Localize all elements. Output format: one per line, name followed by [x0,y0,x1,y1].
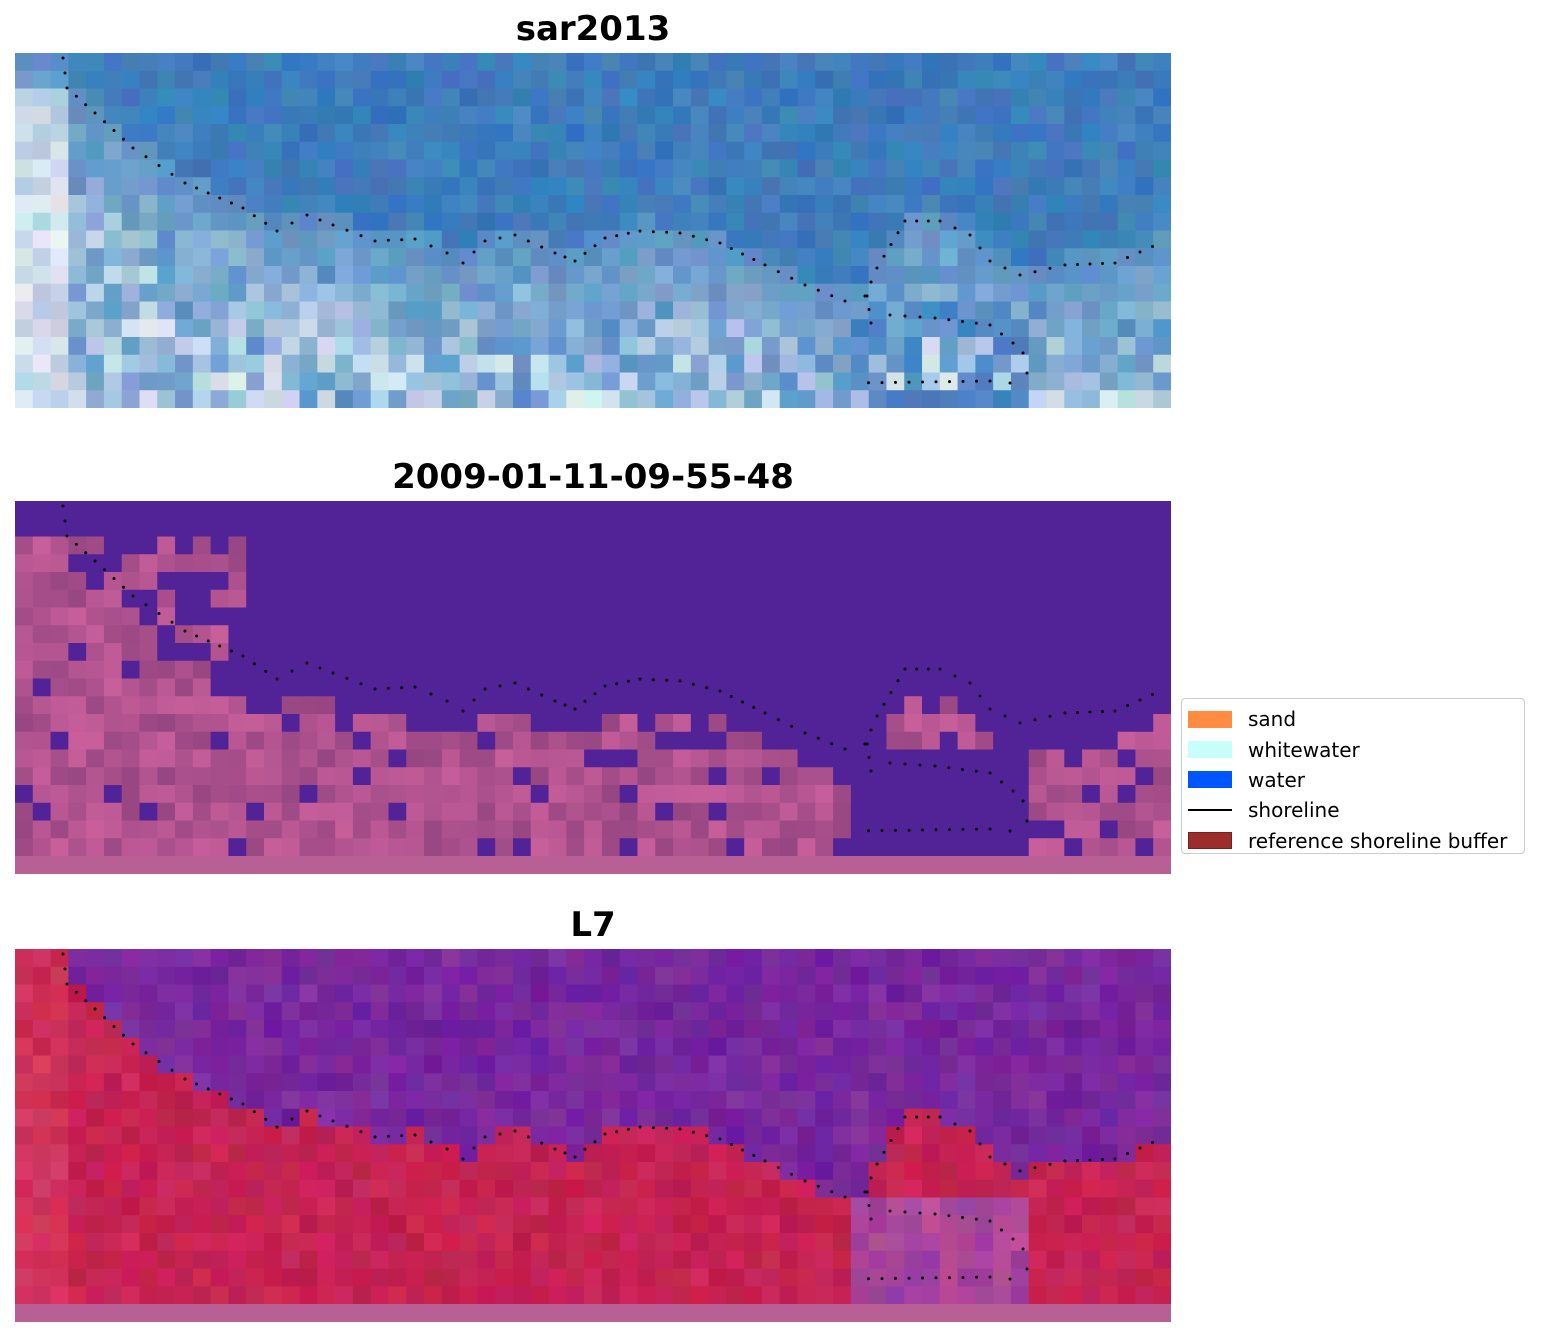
legend-label-water: water [1248,767,1305,792]
legend-swatch-whitewater [1188,741,1232,759]
classification-image [15,501,1171,874]
legend: sand whitewater water shoreline referenc… [1181,698,1525,854]
legend-item-shoreline: shoreline [1182,795,1524,825]
legend-item-whitewater: whitewater [1182,734,1524,764]
legend-item-reference-buffer: reference shoreline buffer [1182,826,1524,856]
panel-title-sar: sar2013 [515,9,671,49]
legend-item-water: water [1182,765,1524,795]
legend-label-whitewater: whitewater [1248,737,1360,762]
legend-item-sand: sand [1182,704,1524,734]
legend-swatch-water [1188,771,1232,789]
panel-title-l7: L7 [570,905,616,945]
l7-image [15,949,1171,1322]
sar-image [15,53,1171,408]
legend-label-reference-buffer: reference shoreline buffer [1248,828,1508,853]
legend-line-shoreline [1188,809,1232,812]
legend-swatch-reference-buffer [1188,832,1232,850]
legend-label-sand: sand [1248,707,1297,732]
legend-label-shoreline: shoreline [1248,798,1340,823]
panel-title-classification: 2009-01-11-09-55-48 [392,457,794,497]
legend-swatch-sand [1188,710,1232,728]
